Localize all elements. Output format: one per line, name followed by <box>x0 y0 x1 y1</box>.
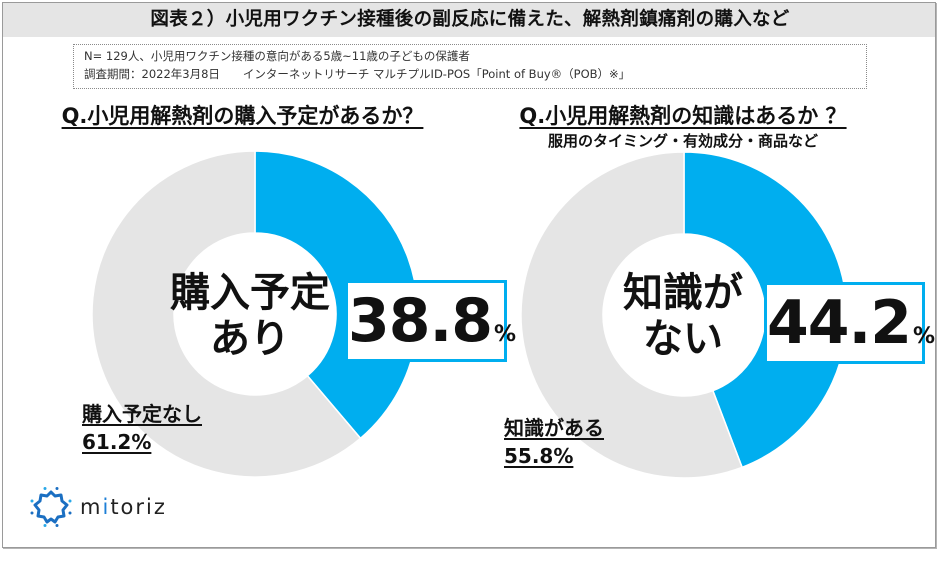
figure-frame <box>2 2 936 548</box>
header-band <box>3 3 935 37</box>
left-question-title: Q.小児用解熱剤の購入予定があるか？ <box>61 104 424 128</box>
left-center-line1: 購入予定 <box>170 270 330 316</box>
left-other-value: 61.2% <box>82 430 152 454</box>
right-question-subtitle: 服用のタイミング・有効成分・商品など <box>547 132 818 150</box>
donut-slice <box>520 151 744 479</box>
logo-text-part: toriz <box>110 495 167 519</box>
mitoriz-wordmark: mitoriz <box>80 495 167 519</box>
logo-text-part: m <box>80 495 103 519</box>
right-center-line1: 知識が <box>623 270 743 316</box>
left-highlight-value: 38.8 <box>348 286 493 356</box>
figure-title: 図表２）小児用ワクチン接種後の副反応に備えた、解熱剤鎮痛剤の購入など <box>150 9 790 30</box>
right-other-name: 知識がある <box>504 416 604 440</box>
survey-period-note: 調査期間：2022年3月8日 インターネットリサーチ マルチプルID-POS「P… <box>84 67 631 81</box>
right-center-label: 知識が ない <box>588 270 778 362</box>
left-other-label: 購入予定なし 61.2% <box>82 400 202 456</box>
right-other-label: 知識がある 55.8% <box>504 414 604 470</box>
mitoriz-sun-icon <box>30 487 72 527</box>
left-other-name: 購入予定なし <box>82 402 202 426</box>
left-highlight-unit: % <box>494 322 517 347</box>
right-highlight-box: 44.2% <box>764 282 935 364</box>
left-highlight-box: 38.8% <box>345 280 516 362</box>
logo-text-accent: i <box>102 495 111 519</box>
survey-note-box <box>73 44 867 89</box>
donut-slice <box>91 150 362 478</box>
right-question-title: Q.小児用解熱剤の知識はあるか ？ <box>519 104 847 128</box>
mitoriz-logo: mitoriz <box>30 486 167 528</box>
right-highlight-unit: % <box>913 324 936 349</box>
left-donut-chart <box>91 150 419 478</box>
survey-sample-note: N= 129人、小児用ワクチン接種の意向がある5歳~11歳の子どもの保護者 <box>84 49 470 63</box>
left-center-line2: あり <box>210 316 290 362</box>
right-highlight-value: 44.2 <box>767 288 912 358</box>
donut-slice <box>254 150 419 440</box>
left-center-label: 購入予定 あり <box>155 270 345 362</box>
right-center-line2: ない <box>643 316 723 362</box>
right-other-value: 55.8% <box>504 444 574 468</box>
